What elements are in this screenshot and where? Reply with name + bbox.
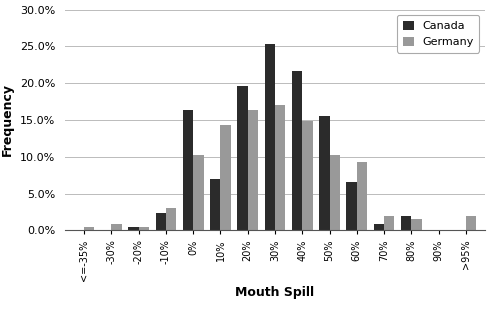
Bar — [210, 179, 220, 230]
Bar — [138, 228, 149, 230]
Bar — [84, 227, 94, 230]
X-axis label: Mouth Spill: Mouth Spill — [236, 286, 314, 299]
Bar — [302, 121, 312, 230]
Legend: Canada, Germany: Canada, Germany — [397, 15, 479, 53]
Bar — [384, 216, 394, 230]
Bar — [166, 208, 176, 230]
Bar — [412, 220, 422, 230]
Bar — [346, 182, 357, 230]
Bar — [264, 44, 275, 230]
Bar — [275, 105, 285, 230]
Bar — [156, 213, 166, 230]
Bar — [248, 110, 258, 230]
Bar — [183, 110, 193, 230]
Bar — [319, 116, 330, 230]
Bar — [128, 228, 138, 230]
Bar — [193, 155, 203, 230]
Bar — [238, 86, 248, 230]
Bar — [220, 125, 231, 230]
Bar — [112, 224, 122, 230]
Y-axis label: Frequency: Frequency — [2, 84, 15, 156]
Bar — [357, 162, 367, 230]
Bar — [401, 216, 411, 230]
Bar — [292, 71, 302, 230]
Bar — [374, 224, 384, 230]
Bar — [330, 155, 340, 230]
Bar — [466, 216, 476, 230]
